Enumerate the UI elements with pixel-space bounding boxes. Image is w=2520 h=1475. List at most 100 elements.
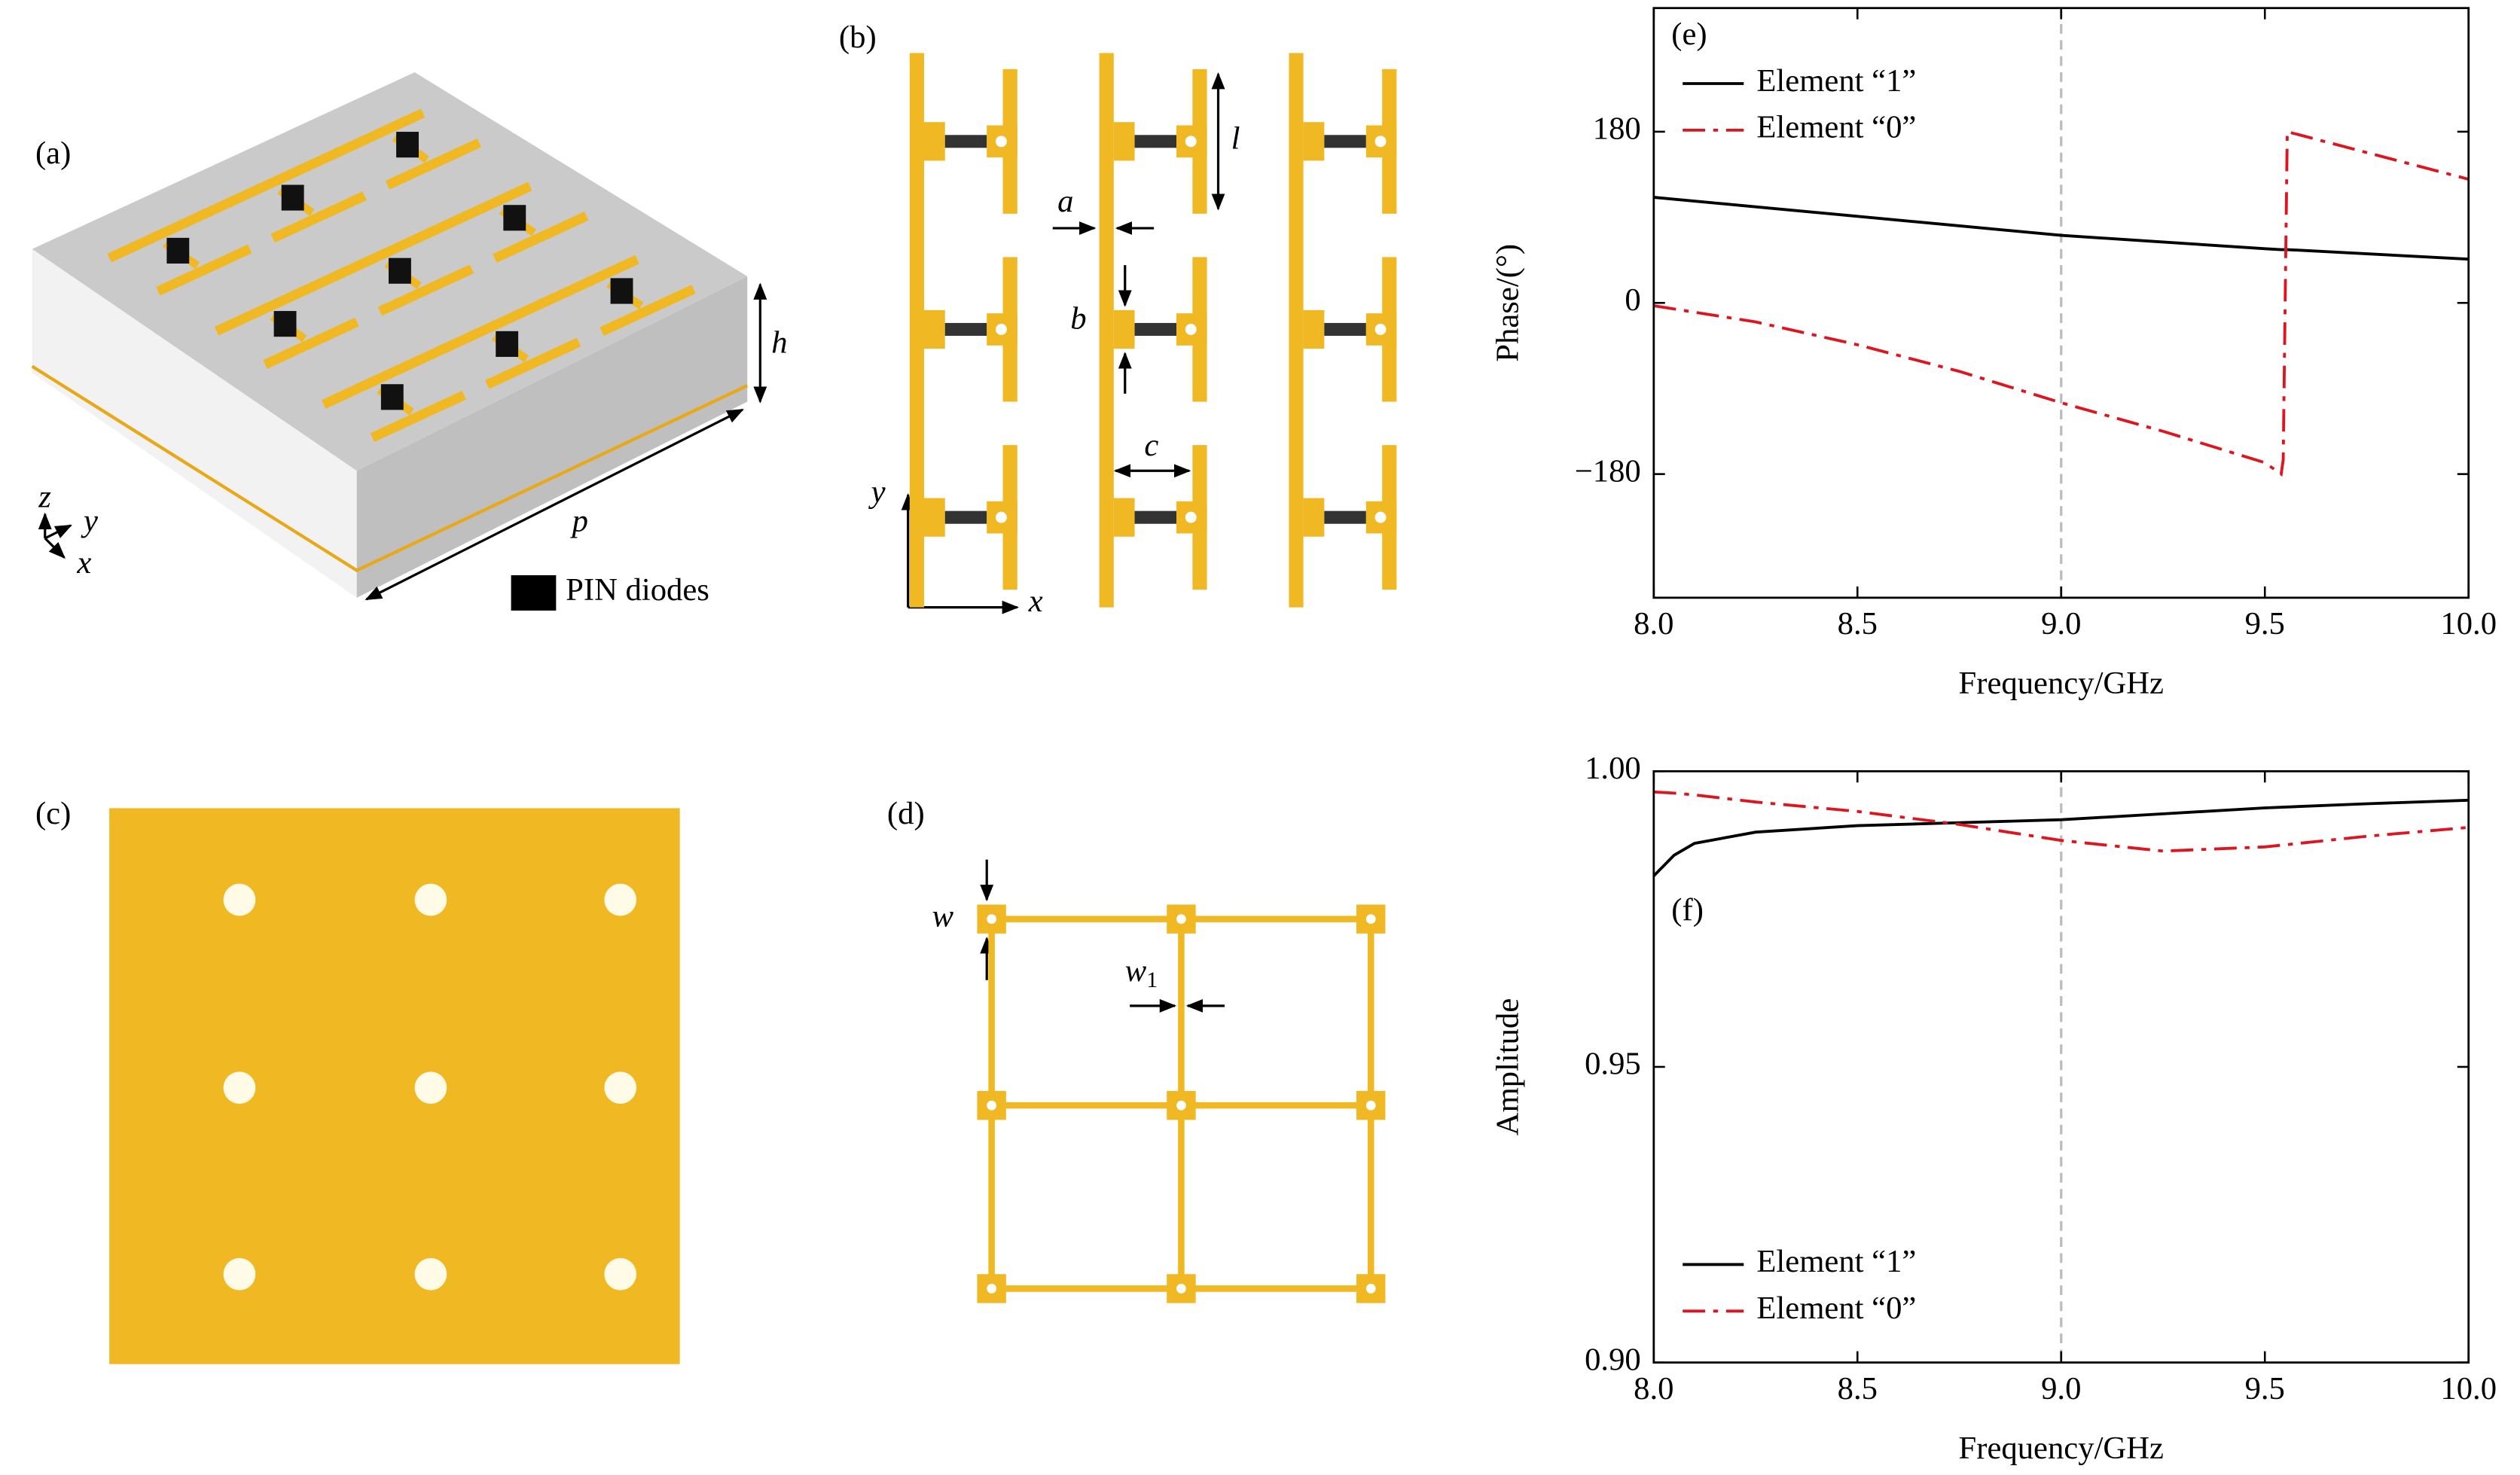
via-hole <box>604 1257 637 1291</box>
x-tick-label: 10.0 <box>2440 606 2497 642</box>
stub <box>485 337 581 389</box>
via <box>995 324 1007 335</box>
feed-line <box>322 254 639 409</box>
x-tick-label: 9.5 <box>2245 606 2285 642</box>
x-tick-label: 8.0 <box>1634 606 1673 642</box>
pad <box>1113 309 1135 349</box>
via <box>1365 1284 1376 1294</box>
pad <box>1113 122 1135 161</box>
x-tick-label: 8.5 <box>1838 1371 1878 1406</box>
pin-diode <box>396 132 419 158</box>
panel-d: (d) w w1 <box>887 796 1386 1303</box>
via <box>995 136 1007 148</box>
via-hole <box>223 1257 256 1291</box>
x-tick-label: 9.0 <box>2041 1371 2081 1406</box>
via <box>1374 136 1387 148</box>
via-hole <box>223 1071 256 1105</box>
via <box>987 914 997 925</box>
dim-subscript: 1 <box>1146 968 1158 992</box>
via <box>1374 511 1387 523</box>
pin-diode <box>944 322 987 337</box>
via-hole <box>223 883 256 916</box>
annotation: (f) <box>1671 892 1704 928</box>
x-tick-label: 9.5 <box>2245 1371 2285 1406</box>
legend-label: Element “0” <box>1756 1291 1916 1326</box>
pin-diode <box>1134 135 1177 148</box>
pin-diode <box>166 237 190 264</box>
stub <box>370 391 466 442</box>
pin-diode <box>610 278 633 304</box>
y-axis-label: Phase/(°) <box>1490 244 1526 362</box>
pad <box>924 309 945 349</box>
via <box>995 511 1007 523</box>
dim-label: c <box>1144 428 1158 463</box>
via <box>1185 511 1197 523</box>
panel-b: (b) a b c l y x <box>839 20 1397 619</box>
pin-diode <box>1324 510 1366 524</box>
stub <box>263 317 359 369</box>
dim-label: h <box>771 325 787 361</box>
legend-label: Element “1” <box>1756 1244 1916 1279</box>
via <box>1365 914 1376 925</box>
pin-diode <box>944 135 987 148</box>
x-tick-label: 9.0 <box>2041 606 2081 642</box>
y-tick-label: 180 <box>1593 111 1641 147</box>
pin-diode <box>380 384 404 410</box>
legend-label: Element “0” <box>1756 110 1916 145</box>
pad <box>924 122 945 161</box>
p-arrow <box>365 408 744 601</box>
panel-label: (c) <box>35 796 71 831</box>
pin-diode <box>1324 135 1366 148</box>
x-tick-label: 10.0 <box>2440 1371 2497 1406</box>
feed-line <box>107 108 426 263</box>
axis-label: x <box>76 545 91 581</box>
pin-diode <box>503 205 526 231</box>
annotation: (e) <box>1671 17 1707 52</box>
y-axis-label: Amplitude <box>1490 998 1526 1135</box>
dim-label: p <box>570 503 588 538</box>
pin-diode <box>388 258 411 284</box>
via-hole <box>604 1071 637 1105</box>
dim-label: b <box>1070 301 1086 337</box>
stub <box>385 138 482 190</box>
via-hole <box>604 883 637 916</box>
via <box>1176 914 1186 925</box>
series-line <box>1652 798 2469 877</box>
series-line <box>1653 790 2469 853</box>
panel-label: (d) <box>887 796 925 831</box>
via <box>1365 1100 1376 1111</box>
pin-diode <box>1134 510 1177 524</box>
charts: 8.0 8.5 9.0 9.5 10.0 −180 0 180 Frequency/GHz Pha… <box>1490 7 2497 1466</box>
via <box>987 1284 997 1294</box>
series-line <box>1653 130 2470 477</box>
legend-label: Element “1” <box>1756 63 1916 99</box>
slab-front <box>32 248 357 598</box>
strip <box>909 53 925 608</box>
dim-label: a <box>1057 184 1073 219</box>
y-tick-label: 0 <box>1625 282 1640 318</box>
legend-label: PIN diodes <box>566 572 709 608</box>
axis-label: x <box>1028 584 1043 619</box>
pin-diode <box>1324 322 1366 337</box>
dim-letter: w <box>1125 953 1147 989</box>
pad <box>1303 498 1325 537</box>
panel-a: (a) h p PIN diodes z y x <box>31 72 788 611</box>
pin-diode <box>496 331 519 357</box>
via <box>1185 136 1197 148</box>
panel-c: (c) <box>35 796 680 1364</box>
stub <box>599 285 696 337</box>
stub <box>270 191 367 243</box>
feed-line <box>214 181 532 336</box>
legend-swatch <box>511 574 557 611</box>
pin-diode <box>281 184 304 211</box>
axis-label: y <box>81 503 98 538</box>
pad <box>1303 122 1325 161</box>
stub <box>377 264 474 316</box>
strip <box>1289 53 1304 608</box>
pad <box>924 498 945 537</box>
axis-arrow <box>44 537 66 559</box>
x-tick-label: 8.0 <box>1634 1371 1673 1406</box>
via-hole <box>414 1071 447 1105</box>
